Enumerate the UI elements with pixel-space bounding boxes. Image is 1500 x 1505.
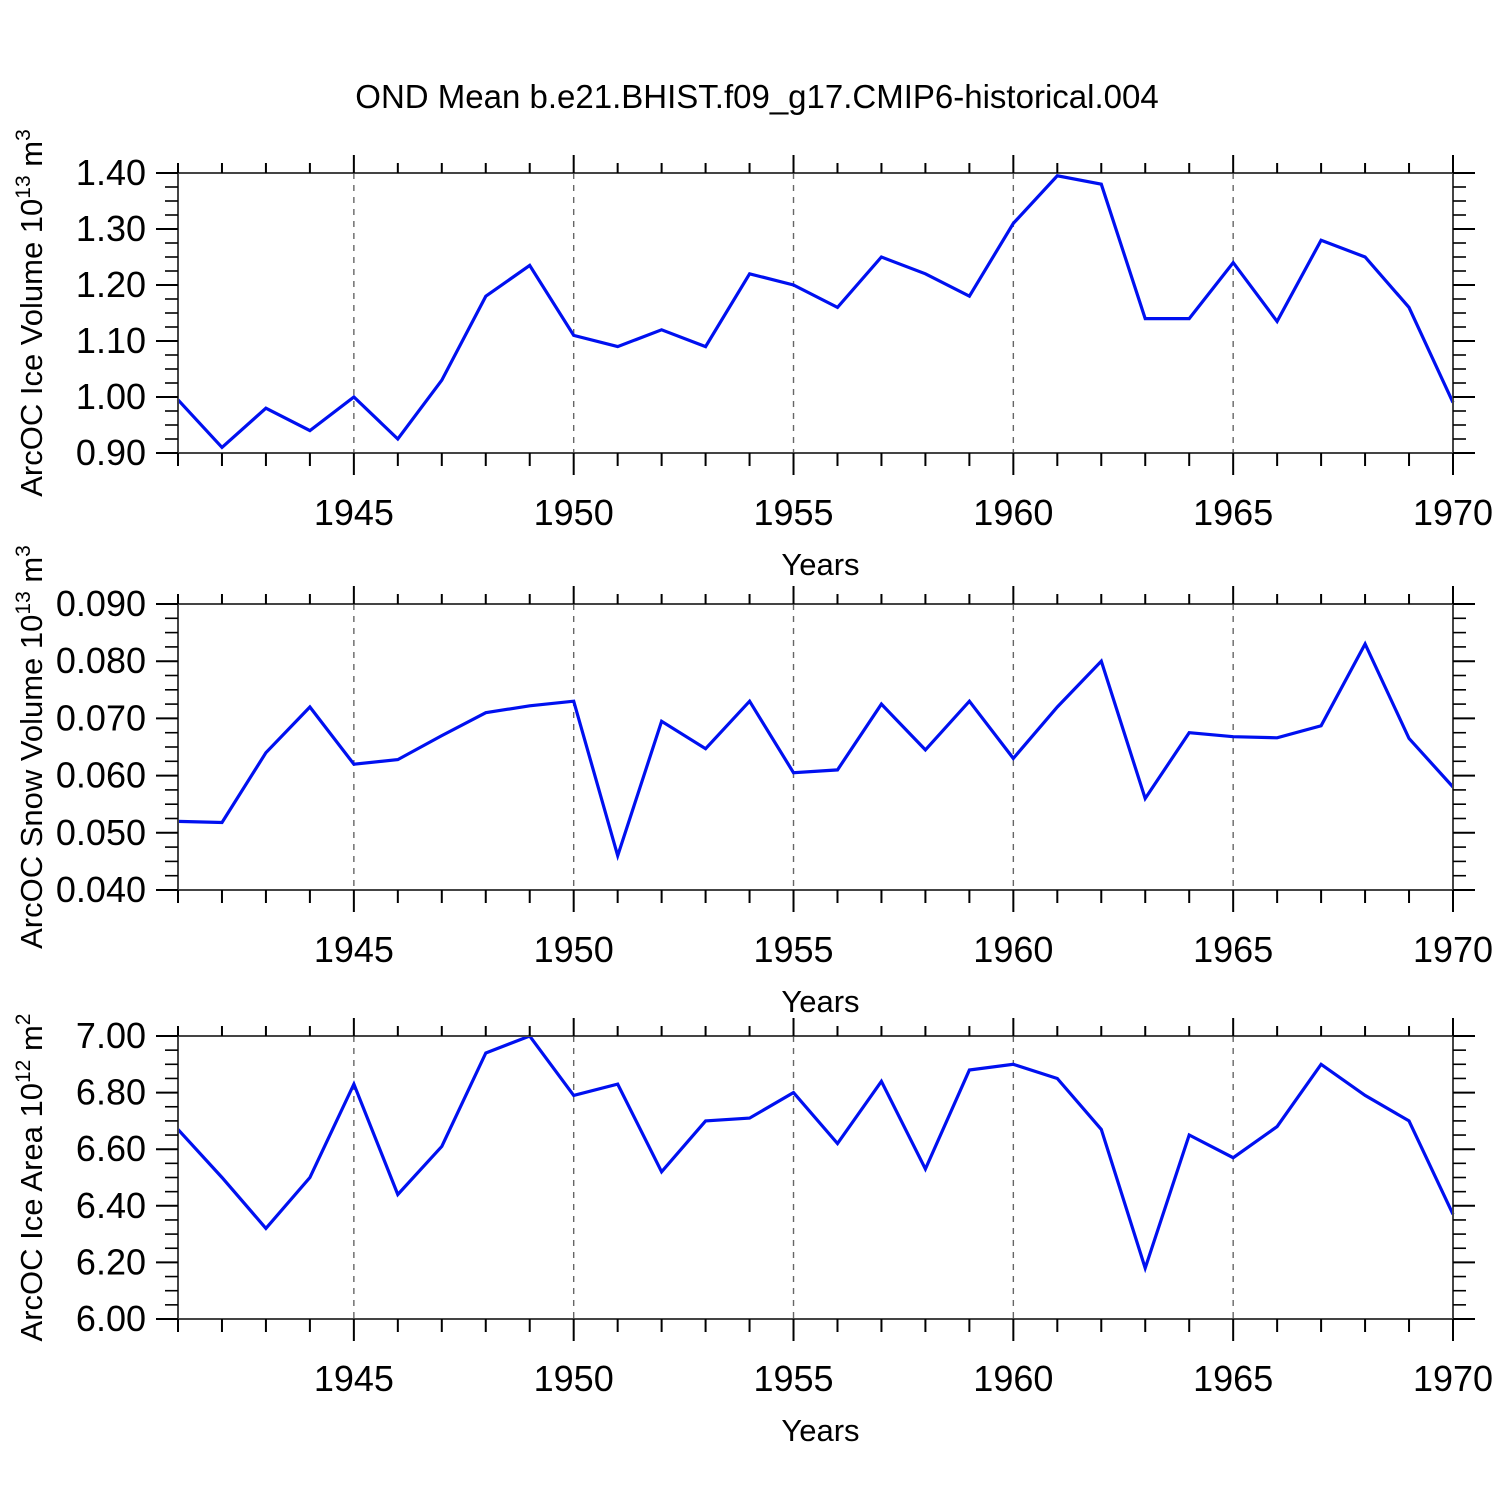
plot-frame — [177, 603, 1454, 891]
y-axis-title: ArcOC Snow Volume 1013 m3 — [12, 545, 49, 949]
panel-snow-volume: 0.040 0.050 0.060 0.070 0.080 0.090 1945 1950 19… — [12, 545, 1493, 1019]
y-axis-ticks — [156, 603, 1475, 891]
x-tick-label: 1965 — [1193, 929, 1273, 970]
x-tick-label: 1950 — [534, 492, 614, 533]
series-line-ice-area — [176, 1034, 1455, 1274]
y-tick-label: 6.20 — [76, 1241, 146, 1282]
y-axis-title-text: m — [14, 141, 49, 175]
y-axis-title-superscript: 3 — [12, 545, 35, 557]
x-tick-label: 1965 — [1193, 492, 1273, 533]
x-tick-label: 1955 — [753, 929, 833, 970]
y-axis-title-superscript: 12 — [12, 1060, 35, 1083]
y-tick-label: 1.10 — [76, 320, 146, 361]
x-tick-label: 1965 — [1193, 1358, 1273, 1399]
x-tick-label: 1950 — [534, 1358, 614, 1399]
y-axis-title-text: m — [14, 557, 49, 591]
chart-title: OND Mean b.e21.BHIST.f09_g17.CMIP6-histo… — [355, 78, 1158, 115]
x-tick-label: 1950 — [534, 929, 614, 970]
y-axis-title-text: ArcOC Ice Volume 10 — [14, 199, 49, 497]
x-tick-label: 1970 — [1413, 492, 1493, 533]
x-axis-ticks — [177, 155, 1454, 475]
y-axis-title-superscript: 2 — [12, 1014, 35, 1026]
x-axis-title: Years — [781, 984, 859, 1019]
x-axis-title: Years — [781, 547, 859, 582]
y-axis-title-superscript: 13 — [12, 175, 35, 198]
y-tick-label: 1.20 — [76, 264, 146, 305]
y-axis-title-text: ArcOC Ice Area 10 — [14, 1083, 49, 1341]
y-tick-label: 0.070 — [56, 697, 146, 738]
x-tick-label: 1955 — [753, 1358, 833, 1399]
y-axis-title: ArcOC Ice Volume 1013 m3 — [12, 129, 49, 497]
y-axis-title: ArcOC Ice Area 1012 m2 — [12, 1014, 49, 1342]
y-axis-title-text: m — [14, 1025, 49, 1059]
x-tick-label: 1955 — [753, 492, 833, 533]
y-tick-label: 0.080 — [56, 640, 146, 681]
x-tick-label: 1945 — [314, 929, 394, 970]
x-tick-label: 1960 — [973, 929, 1053, 970]
panel-ice-area: 6.00 6.20 6.40 6.60 6.80 7.00 1945 1950 1955 1960… — [12, 1014, 1493, 1448]
y-axis-title-superscript: 3 — [12, 129, 35, 141]
y-tick-label: 0.060 — [56, 755, 146, 796]
x-axis-title: Years — [781, 1413, 859, 1448]
panel-ice-volume: 0.90 1.00 1.10 1.20 1.30 1.40 1945 1950 1955 1960… — [12, 129, 1493, 582]
x-tick-label: 1970 — [1413, 929, 1493, 970]
series-line-snow-volume — [177, 640, 1455, 862]
y-axis-title-text: ArcOC Snow Volume 10 — [14, 615, 49, 949]
x-axis-ticks — [177, 586, 1454, 912]
x-axis-ticks — [177, 1018, 1454, 1341]
y-tick-label: 6.00 — [76, 1298, 146, 1339]
series-line-ice-volume — [176, 174, 1455, 450]
y-axis-title-superscript: 13 — [12, 591, 35, 614]
x-tick-label: 1945 — [314, 1358, 394, 1399]
y-tick-label: 6.80 — [76, 1072, 146, 1113]
x-tick-label: 1960 — [973, 1358, 1053, 1399]
x-tick-label: 1960 — [973, 492, 1053, 533]
x-tick-label: 1945 — [314, 492, 394, 533]
y-tick-label: 1.40 — [76, 152, 146, 193]
x-tick-label: 1970 — [1413, 1358, 1493, 1399]
y-tick-label: 0.050 — [56, 812, 146, 853]
y-tick-label: 6.60 — [76, 1128, 146, 1169]
y-tick-label: 0.040 — [56, 869, 146, 910]
y-tick-label: 0.90 — [76, 432, 146, 473]
y-tick-label: 6.40 — [76, 1185, 146, 1226]
y-axis-ticks — [156, 172, 1475, 454]
y-tick-label: 0.090 — [56, 583, 146, 624]
y-axis-ticks — [156, 1035, 1475, 1320]
y-tick-label: 1.30 — [76, 208, 146, 249]
plot-frame — [177, 1035, 1454, 1320]
y-tick-label: 1.00 — [76, 376, 146, 417]
y-tick-label: 7.00 — [76, 1015, 146, 1056]
